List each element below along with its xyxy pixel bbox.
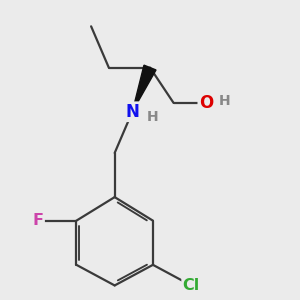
Text: N: N [125,103,139,121]
Text: O: O [199,94,213,112]
Polygon shape [132,65,156,112]
Text: F: F [33,213,44,228]
Text: Cl: Cl [183,278,200,293]
Text: H: H [218,94,230,107]
Text: H: H [146,110,158,124]
